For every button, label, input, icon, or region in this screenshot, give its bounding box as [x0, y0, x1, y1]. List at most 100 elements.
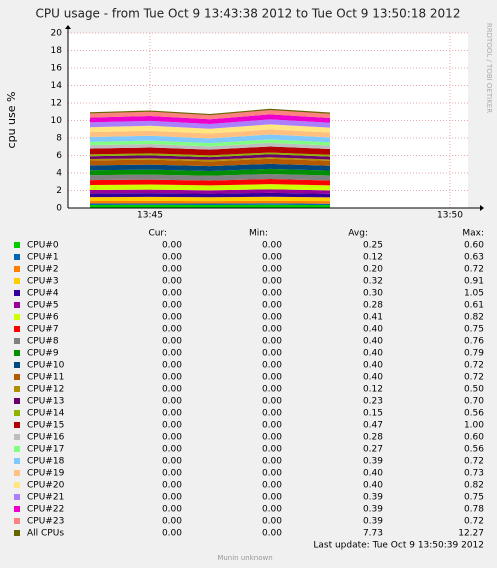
legend-value: 0.47 [363, 421, 383, 431]
legend-swatch [14, 374, 20, 380]
legend-value: 0.00 [162, 313, 182, 323]
legend-value: 0.00 [162, 289, 182, 299]
stacked-area [90, 192, 330, 198]
legend-swatch [14, 290, 20, 296]
stacked-area [90, 146, 330, 156]
legend-name: CPU#3 [27, 277, 59, 287]
legend-name: CPU#8 [27, 337, 59, 347]
legend-value: 0.61 [464, 301, 484, 311]
legend-value: 0.39 [363, 493, 383, 503]
legend-value: 0.32 [363, 277, 383, 287]
legend-name: CPU#10 [27, 361, 65, 371]
legend-value: 0.30 [363, 289, 383, 299]
legend-name: CPU#19 [27, 469, 65, 479]
legend-value: 0.40 [363, 349, 383, 359]
legend-value: 0.75 [464, 493, 484, 503]
x-tick-label: 13:45 [137, 211, 163, 221]
legend-name: CPU#15 [27, 421, 64, 431]
chart-title: CPU usage - from Tue Oct 9 13:43:38 2012… [36, 7, 461, 21]
legend-value: 0.00 [162, 529, 182, 539]
legend-value: 0.56 [464, 445, 484, 455]
stacked-area [90, 184, 330, 191]
last-update: Last update: Tue Oct 9 13:50:39 2012 [313, 541, 484, 551]
stacked-area [90, 157, 330, 162]
legend-value: 0.00 [262, 373, 282, 383]
legend-value: 0.00 [162, 301, 182, 311]
stacked-area [90, 139, 330, 147]
legend-value: 0.00 [162, 433, 182, 443]
y-tick-label: 4 [56, 169, 62, 179]
legend-value: 0.78 [464, 505, 484, 515]
legend-swatch [14, 326, 20, 332]
stacked-area [90, 158, 330, 167]
legend-value: 0.00 [262, 493, 282, 503]
legend-name: CPU#9 [27, 349, 59, 359]
y-tick-label: 16 [51, 64, 63, 74]
legend-swatch [14, 314, 20, 320]
legend-value: 0.00 [162, 409, 182, 419]
legend-value: 0.00 [262, 409, 282, 419]
legend-value: 0.72 [464, 361, 484, 371]
legend-value: 0.27 [363, 445, 383, 455]
stacked-area [90, 203, 330, 206]
legend-value: 0.00 [262, 517, 282, 527]
legend-value: 0.00 [162, 241, 182, 251]
stacked-area [90, 129, 330, 139]
legend-value: 0.40 [363, 469, 383, 479]
stacked-area [90, 189, 330, 194]
legend-value: 0.00 [162, 493, 182, 503]
legend-value: 0.00 [262, 445, 282, 455]
legend-value: 0.50 [464, 385, 484, 395]
legend-value: 0.12 [363, 253, 383, 263]
legend-value: 0.63 [464, 253, 484, 263]
legend-swatch [14, 362, 20, 368]
legend-value: 0.00 [262, 325, 282, 335]
legend-swatch [14, 470, 20, 476]
legend-name: CPU#12 [27, 385, 64, 395]
legend-value: 0.73 [464, 469, 484, 479]
legend-swatch [14, 350, 20, 356]
legend-value: 0.82 [464, 313, 484, 323]
stacked-area [90, 196, 330, 202]
legend-value: 0.00 [162, 265, 182, 275]
legend-swatch [14, 530, 20, 536]
legend-swatch [14, 434, 20, 440]
legend-value: 0.25 [363, 241, 383, 251]
legend-value: 0.00 [162, 325, 182, 335]
legend-swatch [14, 494, 20, 500]
legend-swatch [14, 506, 20, 512]
legend-swatch [14, 422, 20, 428]
y-tick-label: 14 [51, 81, 63, 91]
legend-value: 0.00 [162, 349, 182, 359]
legend-value: 0.00 [162, 505, 182, 515]
y-tick-label: 10 [51, 116, 63, 126]
legend-value: 0.00 [162, 385, 182, 395]
legend-name: CPU#4 [27, 289, 59, 299]
legend-value: 0.15 [363, 409, 383, 419]
legend-name: CPU#18 [27, 457, 65, 467]
legend-name: CPU#11 [27, 373, 64, 383]
legend-name: CPU#1 [27, 253, 59, 263]
legend-value: 0.39 [363, 517, 383, 527]
legend-value: 0.12 [363, 385, 383, 395]
legend-value: 0.40 [363, 337, 383, 347]
legend-value: 0.72 [464, 517, 484, 527]
stacked-area [90, 200, 330, 204]
legend-value: 0.00 [162, 373, 182, 383]
x-axis-arrow [480, 205, 484, 211]
legend-value: 0.00 [262, 385, 282, 395]
legend-value: 0.00 [262, 265, 282, 275]
stacked-area [90, 109, 330, 120]
legend-value: 0.00 [262, 253, 282, 263]
legend-value: 0.79 [464, 349, 484, 359]
legend-swatch [14, 338, 20, 344]
stacked-area [90, 114, 330, 124]
legend-header: Max: [462, 229, 484, 239]
stacked-area [90, 142, 330, 150]
legend-value: 0.56 [464, 409, 484, 419]
legend-swatch [14, 518, 20, 524]
legend-value: 0.76 [464, 337, 484, 347]
legend-name: CPU#16 [27, 433, 65, 443]
legend-value: 0.82 [464, 481, 484, 491]
legend-swatch [14, 302, 20, 308]
